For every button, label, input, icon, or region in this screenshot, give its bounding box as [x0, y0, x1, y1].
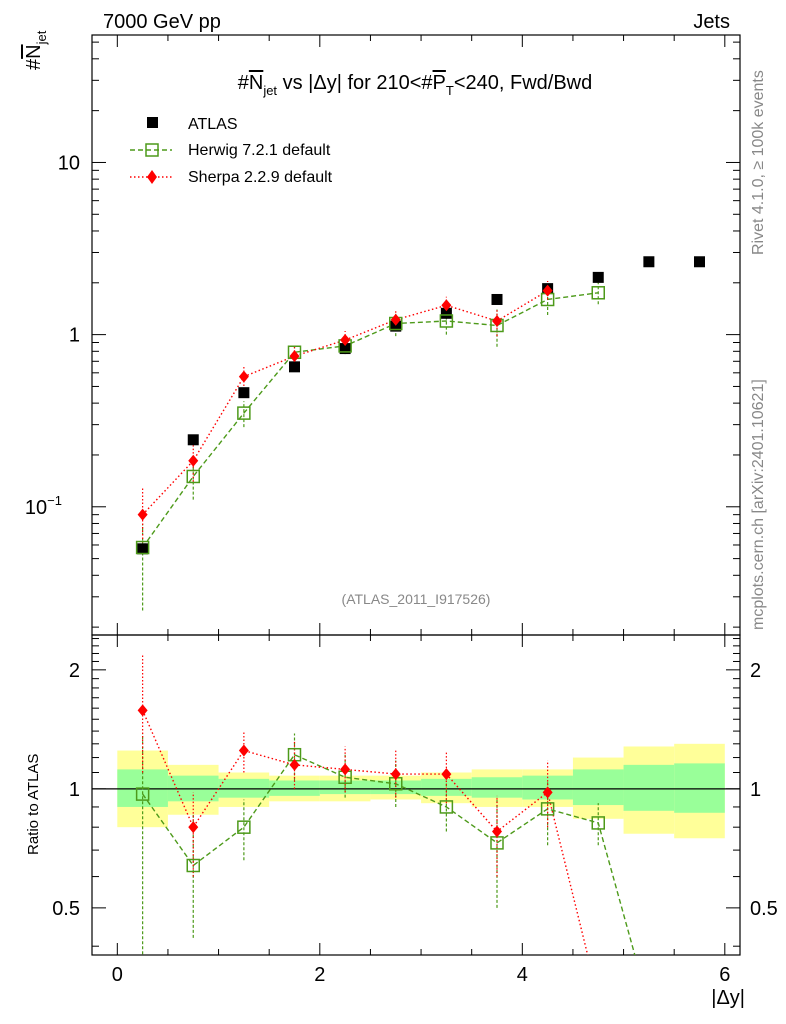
- uncertainty-band-green: [572, 769, 624, 806]
- y-tick-label: 1: [69, 325, 80, 347]
- herwig-ratio-line: [142, 753, 636, 955]
- atlas-point: [592, 271, 604, 283]
- atlas-point: [238, 387, 250, 399]
- atlas-point: [694, 256, 705, 268]
- ratio-y-tick-label-right: 2: [750, 660, 761, 682]
- x-tick-label: 0: [112, 964, 123, 986]
- legend-marker-sherpa: [147, 170, 157, 184]
- sherpa-point: [492, 314, 502, 327]
- sherpa-point: [340, 334, 351, 347]
- legend-marker-atlas: [147, 117, 158, 128]
- uncertainty-band-green: [471, 777, 523, 798]
- mcplots-label: mcplots.cern.ch [arXiv:2401.10621]: [750, 379, 767, 630]
- herwig-point: [237, 406, 251, 420]
- atlas-point: [339, 343, 351, 355]
- herwig-ratio-point: [591, 816, 605, 830]
- sherpa-ratio-point: [188, 821, 199, 834]
- ratio-series: [135, 653, 636, 955]
- sherpa-ratio-point: [542, 786, 553, 799]
- herwig-ratio-point: [439, 800, 454, 814]
- legend-marker-herwig: [145, 143, 159, 157]
- ratio-y-tick-label: 2: [69, 660, 80, 682]
- herwig-ratio-point: [237, 820, 251, 834]
- herwig-point: [186, 469, 200, 484]
- sherpa-ratio-point: [390, 768, 401, 781]
- sherpa-point: [188, 454, 199, 467]
- x-tick-label: 2: [314, 964, 325, 986]
- ratio-frame: [91, 634, 741, 956]
- atlas-point: [390, 320, 402, 332]
- atlas-point: [187, 434, 199, 446]
- analysis-tag: (ATLAS_2011_I917526): [342, 591, 491, 607]
- atlas-point: [643, 256, 655, 268]
- sherpa-line: [142, 290, 548, 516]
- y-axis-label: #Njet: [23, 30, 49, 70]
- ratio-y-tick-label-right: 0.5: [750, 898, 778, 920]
- uncertainty-band-green: [421, 778, 472, 796]
- sherpa-ratio-point: [441, 768, 452, 781]
- sherpa-point: [289, 350, 300, 363]
- herwig-ratio-point: [540, 802, 555, 816]
- legend-label-sherpa: Sherpa 2.2.9 default: [188, 169, 333, 186]
- ratio-y-axis-label: Ratio to ATLAS: [25, 754, 42, 855]
- main-panel: 10−1 1 10: [25, 34, 741, 636]
- herwig-line: [142, 292, 599, 548]
- sherpa-point: [137, 508, 148, 521]
- ratio-y-tick-label: 1: [69, 779, 80, 801]
- ratio-panel: 0 2 4 6 0.5 0.5 1 1 2 2: [52, 634, 778, 986]
- y-tick-label: 10: [58, 152, 80, 174]
- sherpa-point: [542, 284, 553, 297]
- header-right: Jets: [693, 11, 730, 33]
- herwig-point: [591, 286, 605, 300]
- sherpa-ratio-line: [141, 710, 589, 955]
- sherpa-ratio-point: [238, 744, 249, 757]
- sherpa-point: [441, 299, 452, 312]
- ratio-y-tick-label: 0.5: [52, 898, 80, 920]
- herwig-point: [439, 314, 454, 328]
- x-tick-label: 4: [517, 964, 528, 986]
- sherpa-ratio-point: [492, 825, 502, 838]
- herwig-point: [135, 540, 150, 555]
- x-tick-label: 6: [719, 964, 730, 986]
- header-left: 7000 GeV pp: [103, 11, 221, 33]
- atlas-point: [137, 543, 149, 555]
- y-tick-label: 10−1: [25, 493, 62, 519]
- uncertainty-band-green: [623, 764, 675, 811]
- legend-label-herwig: Herwig 7.2.1 default: [188, 142, 331, 159]
- uncertainty-band-green: [674, 763, 725, 813]
- sherpa-point: [238, 370, 249, 383]
- legend-label-atlas: ATLAS: [188, 116, 238, 133]
- sherpa-ratio-point: [137, 704, 148, 717]
- herwig-ratio-point: [186, 858, 200, 873]
- chart-title: #Njet vs |Δy| for 210<#PT<240, Fwd/Bwd: [238, 72, 593, 98]
- rivet-label: Rivet 4.1.0, ≥ 100k events: [750, 70, 767, 255]
- sherpa-point: [390, 313, 401, 326]
- sherpa-ratio-point: [289, 758, 300, 771]
- ratio-y-tick-label-right: 1: [750, 779, 761, 801]
- legend: ATLAS Herwig 7.2.1 default Sherpa 2.2.9 …: [130, 116, 333, 186]
- atlas-point: [289, 361, 300, 373]
- x-axis-label: |Δy|: [711, 987, 745, 1009]
- sherpa-ratio-point: [340, 763, 351, 776]
- herwig-ratio-point: [135, 787, 150, 801]
- atlas-point: [491, 293, 503, 305]
- uncertainty-band-green: [370, 780, 422, 795]
- atlas-point: [440, 307, 452, 319]
